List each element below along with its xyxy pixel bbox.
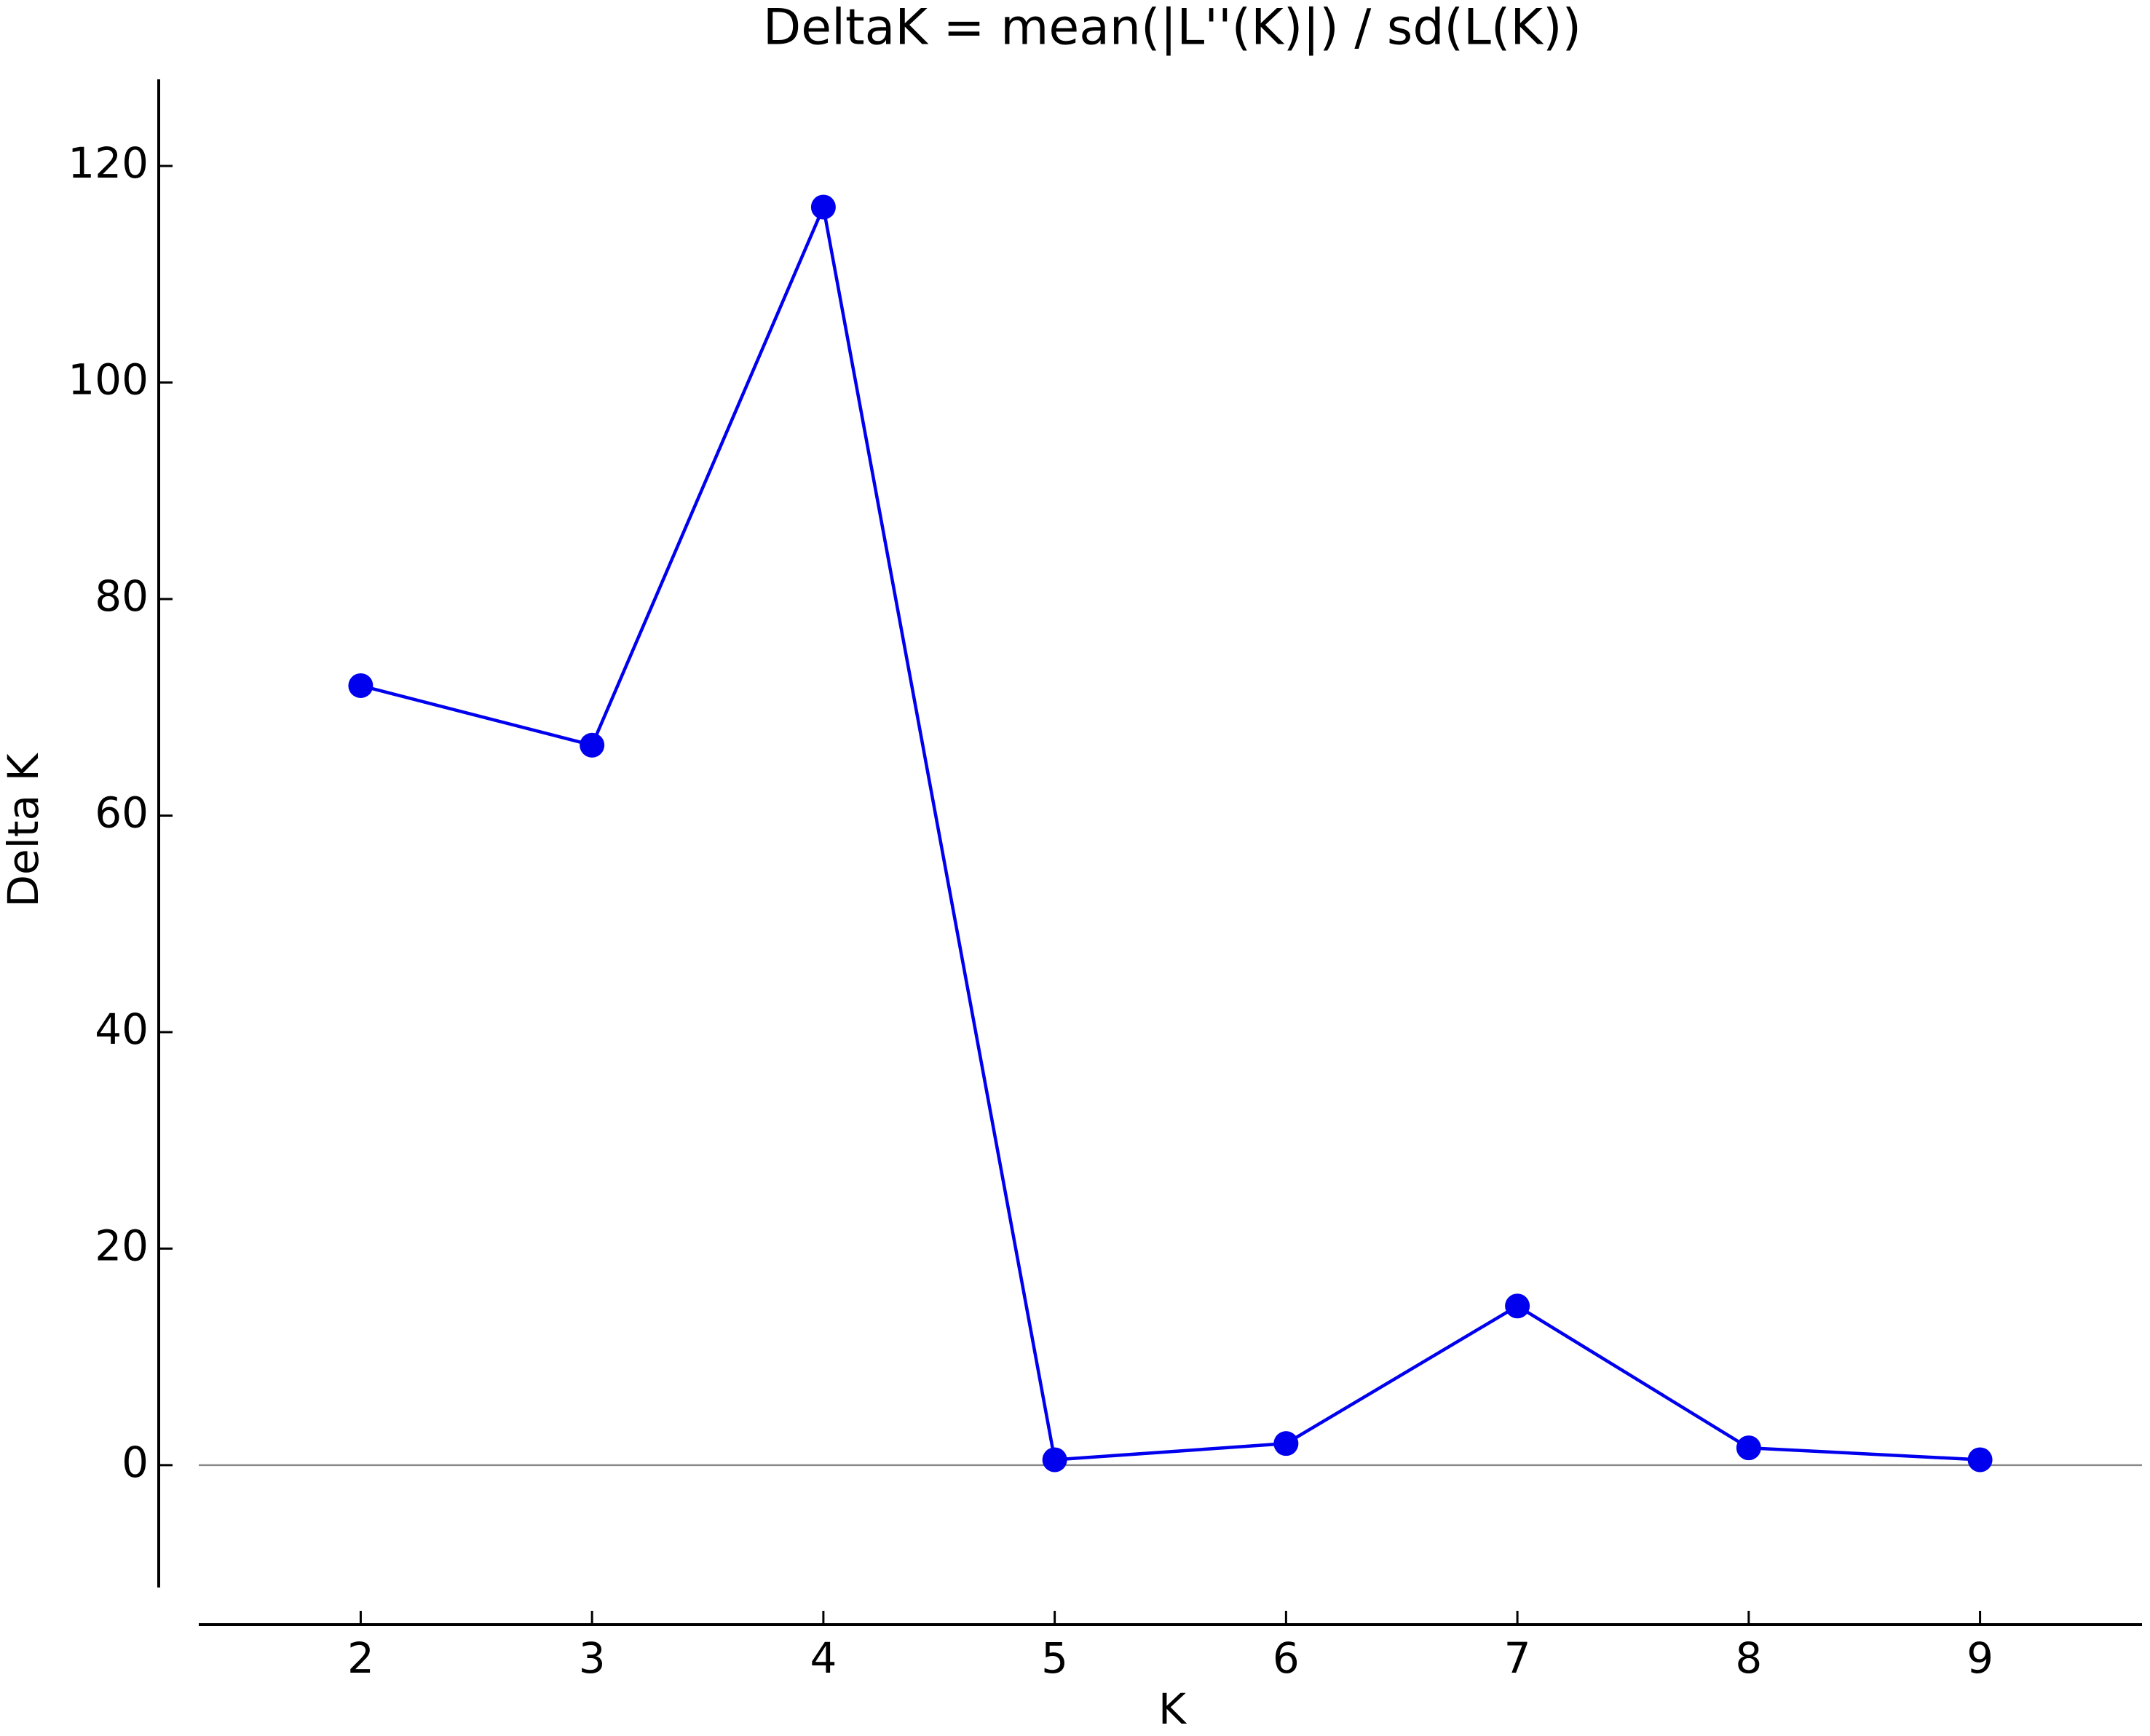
y-tick-label: 40 <box>95 1004 149 1054</box>
x-tick-label: 7 <box>1504 1633 1531 1683</box>
point <box>810 194 836 220</box>
point <box>1967 1447 1993 1473</box>
point <box>1505 1293 1530 1319</box>
x-tick-label: 8 <box>1735 1633 1762 1683</box>
y-axis-label: Delta K <box>0 752 48 907</box>
y-tick-label: 0 <box>122 1438 149 1487</box>
point <box>580 732 605 758</box>
series-line <box>360 201 1980 1462</box>
chart-title: DeltaK = mean(|L''(K)|) / sd(L(K)) <box>763 0 1581 57</box>
point <box>1273 1431 1299 1456</box>
y-tick-label: 20 <box>95 1221 149 1271</box>
y-tick-label: 80 <box>95 571 149 621</box>
y-tick-label: 100 <box>68 355 149 405</box>
x-tick-label: 6 <box>1273 1633 1300 1683</box>
x-tick-label: 5 <box>1041 1633 1068 1683</box>
x-axis-label: K <box>1158 1684 1187 1734</box>
y-tick-label: 120 <box>68 138 149 188</box>
x-tick-label: 2 <box>347 1633 374 1683</box>
point <box>1736 1435 1761 1461</box>
point <box>1042 1447 1067 1473</box>
y-tick-label: 60 <box>95 788 149 838</box>
x-tick-label: 9 <box>1967 1633 1993 1683</box>
x-tick-label: 4 <box>810 1633 837 1683</box>
x-tick-label: 3 <box>579 1633 606 1683</box>
point <box>348 673 374 698</box>
